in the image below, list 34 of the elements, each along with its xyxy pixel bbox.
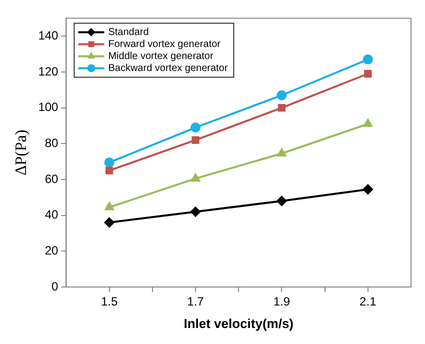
x-tick-label: 1.5 bbox=[100, 294, 118, 309]
y-tick-label: 20 bbox=[44, 243, 59, 258]
point bbox=[362, 184, 373, 194]
y-tick-label: 100 bbox=[38, 100, 59, 114]
y-tick-label: 120 bbox=[38, 64, 59, 78]
point bbox=[104, 202, 114, 210]
point bbox=[277, 148, 286, 156]
point bbox=[363, 118, 372, 127]
point bbox=[362, 54, 373, 64]
point bbox=[191, 174, 200, 182]
legend-label: Forward vortex generator bbox=[108, 38, 222, 50]
x-tick-label: 2.1 bbox=[360, 294, 377, 309]
x-axis-title: Inlet velocity(m/s) bbox=[184, 316, 294, 331]
y-tick-label: 140 bbox=[38, 28, 59, 42]
point bbox=[104, 217, 114, 228]
point bbox=[192, 136, 200, 144]
x-tick-label: 1.9 bbox=[273, 294, 290, 309]
legend-label: Standard bbox=[108, 26, 149, 38]
point bbox=[276, 196, 287, 206]
y-tick-label: 0 bbox=[52, 279, 59, 294]
legend-label: Middle vortex generator bbox=[108, 50, 214, 62]
point bbox=[278, 104, 286, 112]
y-tick-label: 60 bbox=[44, 172, 59, 186]
point bbox=[276, 90, 287, 100]
y-axis-title: ΔP(Pa) bbox=[12, 130, 30, 176]
point bbox=[104, 157, 114, 168]
y-tick-label: 40 bbox=[44, 208, 59, 222]
point bbox=[190, 206, 201, 217]
y-tick-label: 80 bbox=[44, 136, 59, 150]
point bbox=[105, 166, 114, 174]
x-tick-label: 1.7 bbox=[187, 294, 204, 309]
point bbox=[364, 70, 372, 78]
legend-label: Backward vortex generator bbox=[108, 62, 228, 74]
point bbox=[190, 122, 201, 133]
